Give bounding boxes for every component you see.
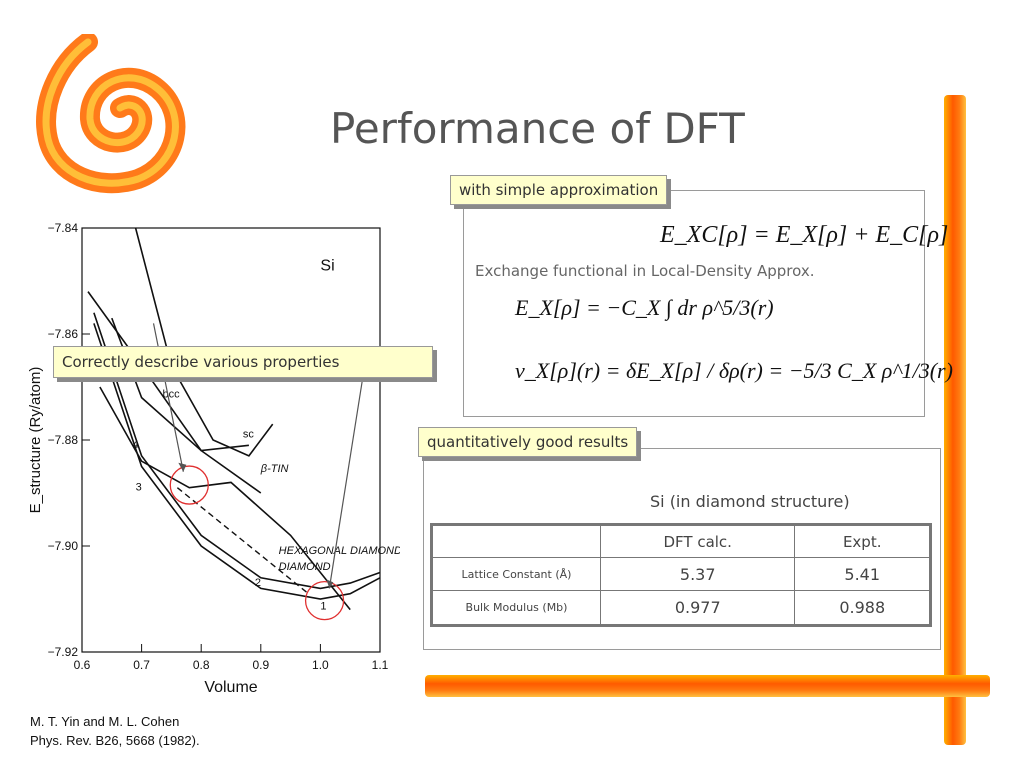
- y-tick-label: −7.86: [48, 327, 79, 341]
- table-row: Bulk Modulus (Mb) 0.977 0.988: [431, 590, 931, 626]
- swirl-logo: [36, 34, 186, 194]
- series-line: [93, 312, 381, 590]
- x-tick-label: 0.6: [74, 658, 91, 672]
- y-tick-label: −7.90: [48, 539, 79, 553]
- table-cell: 0.988: [794, 590, 931, 626]
- lda-description: Exchange functional in Local-Density App…: [475, 262, 815, 280]
- chart-annotation: DIAMOND: [279, 561, 331, 573]
- chart-annotation: HEXAGONAL DIAMOND: [279, 545, 400, 557]
- orange-vertical-bar: [944, 95, 966, 745]
- arrow-line: [328, 381, 363, 589]
- y-tick-label: −7.84: [48, 221, 79, 235]
- results-table: DFT calc. Expt. Lattice Constant (Å) 5.3…: [430, 523, 932, 627]
- highlight-circle: [304, 580, 345, 621]
- properties-callout: Correctly describe various properties: [53, 346, 433, 378]
- x-axis-label: Volume: [204, 679, 257, 696]
- table-cell: 5.37: [599, 557, 796, 592]
- series-line: [134, 227, 274, 457]
- table-row-label: Bulk Modulus (Mb): [431, 590, 601, 626]
- plot-frame: [81, 227, 381, 653]
- results-label: quantitatively good results: [418, 427, 638, 457]
- table-header-cell: DFT calc.: [599, 523, 796, 559]
- arrow-head: [326, 579, 334, 589]
- citation-authors: M. T. Yin and M. L. Cohen: [30, 714, 180, 729]
- series-line: [99, 386, 351, 611]
- series-line: [87, 291, 262, 494]
- equation-ex: E_X[ρ] = −C_X ∫ dr ρ^5/3(r): [515, 295, 774, 320]
- approximation-label: with simple approximation: [450, 175, 668, 205]
- y-tick-label: −7.92: [48, 645, 79, 659]
- chart-annotation: sc: [243, 428, 255, 440]
- table-header-cell: Expt.: [794, 523, 931, 559]
- chart-annotation: β-TIN: [260, 463, 289, 475]
- series-line: [111, 317, 249, 452]
- chart-annotation: 3: [136, 481, 142, 493]
- chart-annotation: bcc: [162, 389, 180, 401]
- common-tangent-line: [176, 487, 309, 595]
- y-tick-label: −7.88: [48, 433, 79, 447]
- equation-exc: E_XC[ρ] = E_X[ρ] + E_C[ρ]: [660, 222, 949, 248]
- arrow-head: [178, 462, 187, 472]
- chart-annotation: Si: [320, 257, 334, 274]
- results-subtitle: Si (in diamond structure): [650, 492, 850, 511]
- table-header-cell: [431, 523, 601, 559]
- x-tick-label: 0.7: [133, 658, 150, 672]
- highlight-circle: [169, 465, 209, 505]
- x-tick-label: 0.9: [252, 658, 269, 672]
- x-tick-label: 1.0: [312, 658, 329, 672]
- table-cell: 5.41: [794, 557, 931, 592]
- orange-horizontal-bar: [425, 675, 990, 697]
- x-tick-label: 0.8: [193, 658, 210, 672]
- table-row-label: Lattice Constant (Å): [431, 557, 601, 592]
- table-row: Lattice Constant (Å) 5.37 5.41: [431, 557, 931, 592]
- x-tick-label: 1.1: [372, 658, 389, 672]
- chart-annotation: 4: [133, 439, 139, 451]
- table-header-row: DFT calc. Expt.: [431, 523, 931, 559]
- approximation-box: [463, 190, 925, 417]
- table-cell: 0.977: [599, 590, 796, 626]
- chart-annotation: 2: [255, 577, 261, 589]
- chart-annotation: 1: [320, 601, 326, 613]
- series-line: [93, 323, 381, 600]
- slide-title: Performance of DFT: [330, 104, 745, 153]
- citation: M. T. Yin and M. L. Cohen Phys. Rev. B26…: [30, 712, 200, 750]
- y-axis-label: E_structure (Ry/atom): [27, 367, 44, 514]
- energy-volume-chart: 0.6 0.7 0.8 0.9 1.0 1.1 −7.84 −7.86 −7.88 −7.90 −7…: [27, 221, 400, 696]
- citation-journal: Phys. Rev. B26, 5668 (1982).: [30, 733, 200, 748]
- equation-vx: v_X[ρ](r) = δE_X[ρ] / δρ(r) = −5/3 C_X ρ…: [515, 358, 953, 383]
